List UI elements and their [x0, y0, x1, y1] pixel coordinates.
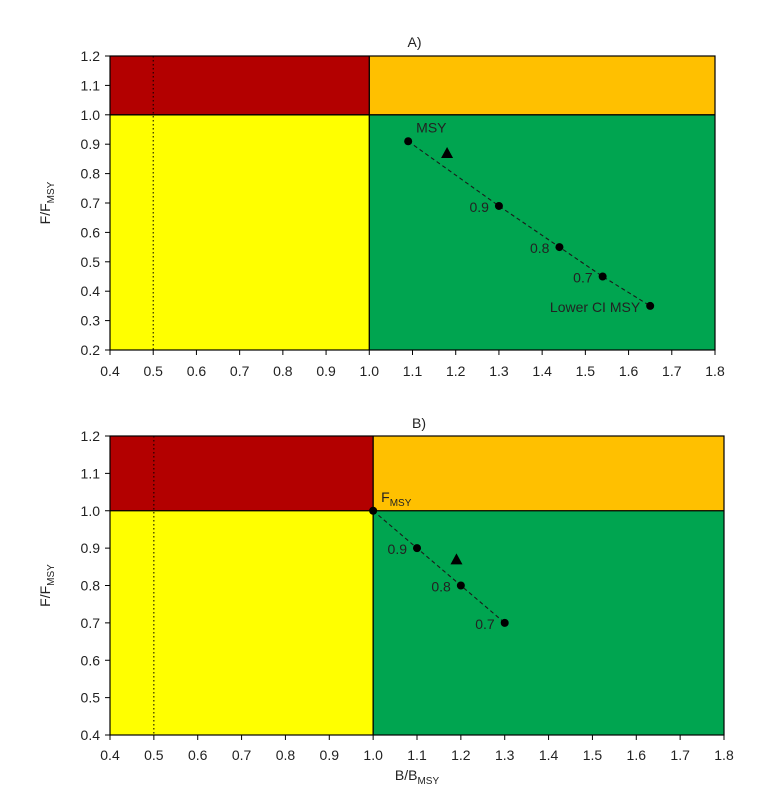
panel-a: 0.4 0.5 0.6 0.7 0.8 0.9 1.0 1.1 1.2 1.3 1.4 1.5 1.6 1… [37, 34, 725, 379]
y-tick-label: 1.2 [81, 428, 101, 444]
data-point [598, 272, 607, 281]
y-tick-label: 1.1 [81, 77, 101, 93]
x-tick-label: 0.6 [187, 363, 207, 379]
y-tick-label: 0.7 [81, 195, 101, 211]
data-point [413, 544, 421, 553]
y-tick-label: 0.8 [81, 578, 101, 594]
point-label: 0.7 [475, 616, 495, 632]
panel-b: 0.4 0.5 0.6 0.7 0.8 0.9 1.0 1.1 1.2 1.3 1.4 1.5 1.6 1… [37, 415, 734, 787]
y-tick-label: 0.5 [81, 690, 101, 706]
y-tick-label: 0.4 [81, 727, 101, 743]
x-axis-label: B/BMSY [395, 767, 440, 787]
trajectory-line [372, 510, 506, 624]
y-tick-label: 0.9 [81, 136, 101, 152]
x-tick-label: 1.7 [670, 747, 690, 763]
x-tick-label: 1.3 [495, 747, 515, 763]
point-label: 0.9 [469, 199, 489, 215]
y-tick-label: 0.2 [81, 342, 101, 358]
y-axis-label: F/FMSY [37, 564, 57, 607]
triangle-marker [450, 553, 463, 565]
x-tick-label: 0.5 [143, 363, 163, 379]
x-tick-label: 0.8 [273, 363, 293, 379]
x-tick-label: 1.0 [363, 747, 383, 763]
x-tick-label: 1.0 [360, 363, 380, 379]
x-tick-label: 1.8 [705, 363, 725, 379]
data-point [369, 506, 378, 515]
data-point [456, 581, 465, 590]
data-point [555, 243, 564, 252]
data-point [494, 201, 503, 210]
zone-2 [110, 114, 370, 350]
y-tick-label: 0.7 [81, 615, 101, 631]
x-tick-label: 1.2 [446, 363, 466, 379]
zone-0 [110, 56, 370, 115]
y-tick-label: 0.8 [81, 166, 101, 182]
zone-1 [373, 436, 724, 511]
y-tick-label: 1.0 [81, 107, 101, 123]
y-tick-label: 1.1 [81, 465, 101, 481]
x-tick-label: 0.4 [100, 363, 120, 379]
x-tick-label: 0.9 [316, 363, 336, 379]
y-tick-label: 0.4 [81, 283, 101, 299]
x-tick-label: 1.1 [403, 363, 423, 379]
y-tick-label: 0.3 [81, 313, 101, 329]
point-label: MSY [416, 119, 447, 135]
point-label: 0.7 [573, 270, 593, 286]
point-label: 0.8 [431, 579, 451, 595]
point-label: 0.8 [530, 240, 550, 256]
zone-3 [373, 510, 724, 735]
panel-title: A) [408, 34, 422, 50]
x-tick-label: 1.6 [619, 363, 639, 379]
x-tick-label: 0.9 [320, 747, 340, 763]
y-tick-label: 0.6 [81, 652, 101, 668]
x-tick-label: 0.8 [276, 747, 296, 763]
x-tick-label: 1.5 [576, 363, 596, 379]
x-tick-label: 1.5 [583, 747, 603, 763]
point-label: Lower CI MSY [550, 299, 641, 315]
y-tick-label: 0.9 [81, 540, 101, 556]
y-tick-label: 1.2 [81, 48, 101, 64]
x-tick-label: 0.4 [100, 747, 120, 763]
y-tick-label: 0.5 [81, 254, 101, 270]
x-tick-label: 1.3 [489, 363, 509, 379]
y-tick-label: 0.6 [81, 224, 101, 240]
x-tick-label: 1.4 [532, 363, 552, 379]
x-tick-label: 0.6 [188, 747, 208, 763]
x-tick-label: 0.7 [232, 747, 252, 763]
y-tick-label: 1.0 [81, 503, 101, 519]
zone-1 [369, 56, 715, 115]
triangle-marker [441, 147, 454, 159]
x-tick-label: 1.6 [627, 747, 647, 763]
panel-title: B) [412, 415, 426, 431]
point-label: FMSY [381, 489, 412, 509]
x-tick-label: 1.7 [662, 363, 682, 379]
y-axis-label: F/FMSY [37, 181, 57, 224]
zone-0 [110, 436, 374, 511]
zone-2 [110, 510, 374, 735]
point-label: 0.9 [388, 541, 408, 557]
x-tick-label: 0.5 [144, 747, 164, 763]
x-tick-label: 1.2 [451, 747, 471, 763]
x-tick-label: 1.8 [714, 747, 734, 763]
x-tick-label: 1.1 [407, 747, 427, 763]
data-point [500, 618, 509, 627]
data-point [646, 301, 655, 310]
x-tick-label: 1.4 [539, 747, 559, 763]
x-tick-label: 0.7 [230, 363, 250, 379]
data-point [404, 137, 413, 146]
